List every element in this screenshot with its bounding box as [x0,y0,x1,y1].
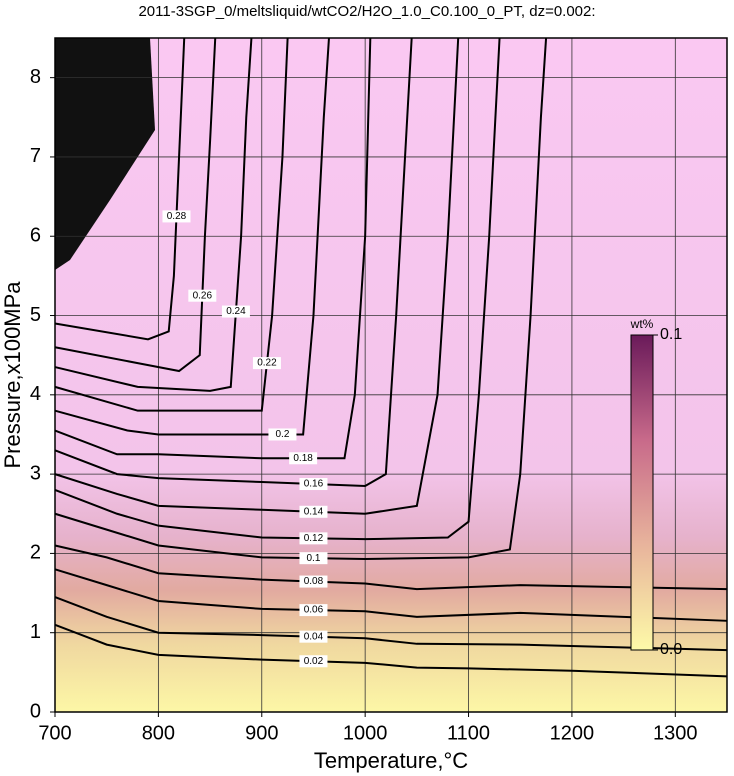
contour-line [54,37,217,373]
y-tick-label: 6 [30,225,41,247]
contour-label: 0.14 [304,506,324,517]
contour-line [54,37,289,412]
contour-line [54,37,186,341]
colorbar-label: wt% [630,317,654,331]
contour-label: 0.1 [307,553,321,564]
chart-title: 2011-3SGP_0/meltsliquid/wtCO2/H2O_1.0_C0… [138,3,595,20]
y-axis-label: Pressure,x100MPa [0,281,25,469]
contour-label-bg [299,630,328,643]
contour-line [54,623,728,678]
colorbar-tick-label: 0.0 [660,641,682,658]
contour-label-bg [221,305,250,318]
contour-label: 0.04 [304,631,324,642]
contour-line [54,37,548,560]
contour-label-bg [188,289,217,302]
x-tick-label: 700 [38,722,71,744]
x-tick-label: 1100 [447,722,490,744]
contour-label: 0.02 [304,656,324,667]
y-tick-label: 8 [30,66,41,88]
contour-line [54,37,460,515]
contour-label-bg [289,452,318,465]
contour-line [54,37,501,541]
y-tick-label: 3 [30,462,41,484]
y-tick-label: 2 [30,542,41,564]
contour-label-bg [299,505,328,518]
contour-label-bg [162,210,191,223]
contour-label: 0.28 [167,211,187,222]
x-tick-label: 1300 [653,722,698,744]
contour-label-bg [299,655,328,668]
x-tick-label: 800 [142,722,175,744]
x-tick-label: 900 [245,722,278,744]
contour-label: 0.18 [293,453,313,464]
contour-label: 0.08 [304,576,324,587]
contour-label: 0.24 [226,306,246,317]
x-axis-label: Temperature,°C [314,748,468,773]
y-tick-label: 5 [30,304,41,326]
contour-label: 0.22 [257,358,277,369]
contour-label: 0.2 [275,429,289,440]
contour-label: 0.16 [304,479,324,490]
colorbar-tick-label: 0.1 [660,326,682,343]
contour-line [54,37,253,392]
contour-label: 0.12 [304,533,324,544]
contour-label-bg [268,428,297,441]
contour-label-bg [299,532,328,545]
contour-label-bg [299,604,328,617]
y-tick-label: 0 [30,700,41,722]
colorbar [630,334,654,651]
y-tick-label: 1 [30,621,41,643]
x-tick-label: 1000 [343,722,388,744]
contour-label: 0.06 [304,605,324,616]
contour-label-bg [299,478,328,491]
y-tick-label: 7 [30,145,41,167]
dense-contour-region [55,38,155,270]
contour-label: 0.26 [193,290,213,301]
plot-background [55,38,727,712]
contour-label-bg [252,357,281,370]
y-tick-label: 4 [30,383,41,405]
contour-label-bg [299,575,328,588]
plot-frame [54,37,728,713]
x-tick-label: 1200 [550,722,595,744]
contour-label-bg [299,552,328,565]
